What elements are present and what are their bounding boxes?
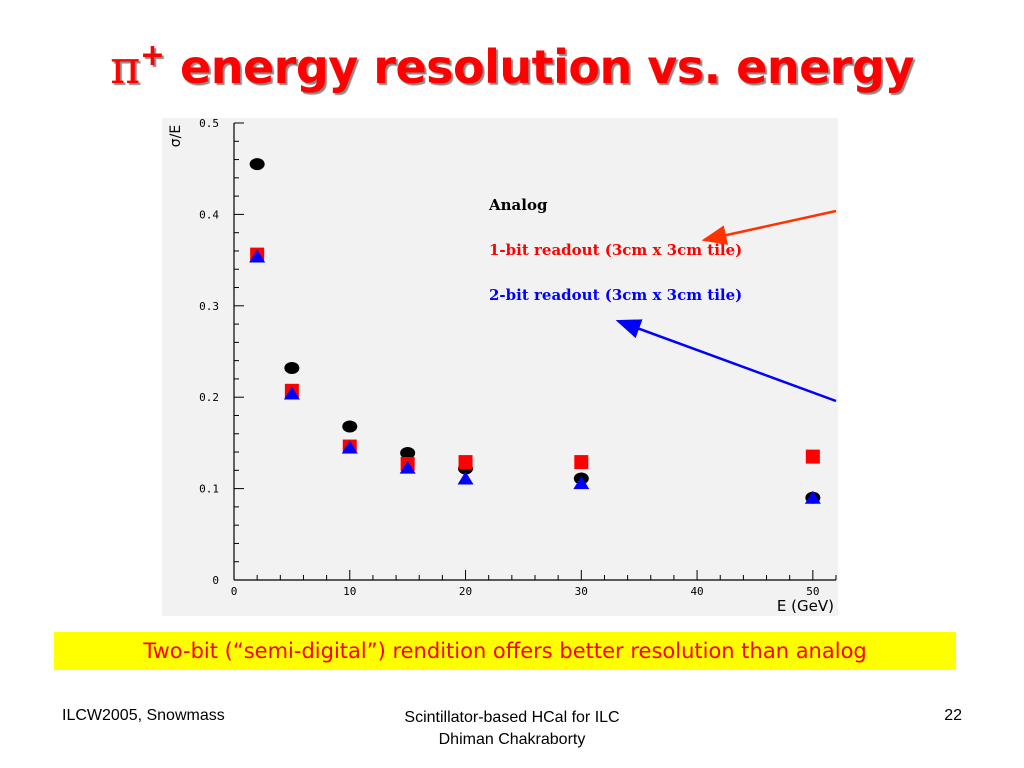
axes: E (GeV) σ/E: [168, 123, 836, 615]
analog-point: [400, 446, 416, 459]
legend-analog: Analog: [488, 196, 548, 214]
y-tick-label: 0: [212, 574, 219, 587]
footer-center: Scintillator-based HCal for ILC Dhiman C…: [312, 707, 712, 751]
two-bit-point: [249, 249, 266, 263]
two-bit-point: [573, 476, 590, 490]
title-superscript: +: [139, 38, 165, 73]
blue-arrow: [615, 319, 837, 403]
footer-author: Dhiman Chakraborty: [438, 731, 586, 748]
two-bit-point: [399, 460, 416, 474]
x-tick-label: 40: [690, 585, 703, 598]
one-bit-point: [805, 449, 820, 464]
ticks: 0 0.1 0.2 0.3 0.4 0.5 0 10 20 30 40 50: [199, 118, 837, 598]
y-tick-label: 0.4: [199, 208, 219, 221]
slide-number: 22: [944, 707, 962, 724]
one-bit-point: [458, 455, 473, 470]
plot-background: [162, 118, 838, 616]
two-bit-point: [804, 490, 821, 504]
two-bit-point: [457, 471, 474, 485]
one-bit-point: [574, 455, 589, 470]
analog-point: [342, 420, 358, 433]
legend: Analog 1-bit readout (3cm x 3cm tile) 2-bi…: [488, 196, 742, 304]
y-tick-label: 0.1: [199, 483, 219, 496]
y-axis-label: σ/E: [168, 125, 184, 147]
analog-point: [249, 158, 265, 171]
two-bit-point: [283, 386, 300, 400]
footer-talk-title: Scintillator-based HCal for ILC: [404, 709, 620, 726]
x-tick-label: 0: [231, 585, 238, 598]
x-axis-label: E (GeV): [777, 597, 834, 615]
title-symbol: π: [110, 40, 140, 94]
y-tick-label: 0.2: [199, 391, 219, 404]
y-tick-label: 0.3: [199, 300, 219, 313]
slide-title: π+ energy resolution vs. energy: [0, 38, 1024, 94]
red-arrow: [701, 209, 837, 245]
x-tick-label: 30: [575, 585, 588, 598]
data-marks: [249, 158, 821, 504]
x-tick-label: 50: [806, 585, 819, 598]
y-tick-label: 0.5: [199, 118, 219, 130]
legend-two-bit: 2-bit readout (3cm x 3cm tile): [489, 286, 742, 304]
annotation-arrows: [615, 209, 837, 403]
title-text: energy resolution vs. energy: [164, 40, 914, 94]
two-bit-point: [341, 440, 358, 454]
footer-conference: ILCW2005, Snowmass: [62, 707, 225, 724]
legend-one-bit: 1-bit readout (3cm x 3cm tile): [489, 241, 742, 259]
analog-point: [284, 361, 300, 374]
x-tick-label: 20: [459, 585, 472, 598]
x-tick-label: 10: [343, 585, 356, 598]
resolution-chart: E (GeV) σ/E 0 0.1 0.2 0.3 0.4 0.5 0 10 20 30 40 50 A…: [162, 118, 838, 616]
caption-banner: Two-bit (“semi-digital”) rendition offer…: [54, 632, 956, 670]
